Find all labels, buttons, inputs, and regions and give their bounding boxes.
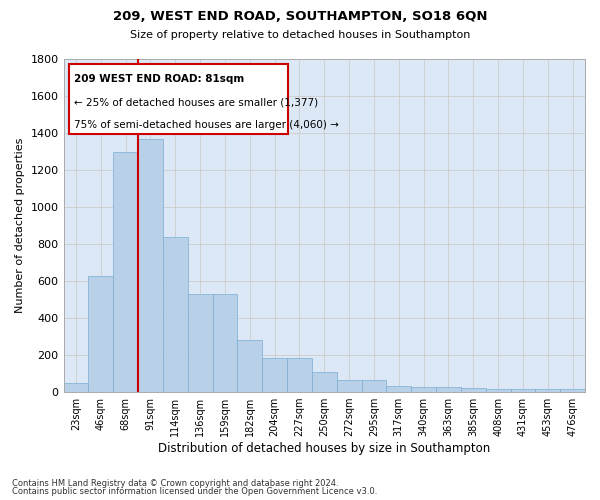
Bar [64,383,88,392]
Bar [461,388,485,392]
Bar [560,390,585,392]
Text: ← 25% of detached houses are smaller (1,377): ← 25% of detached houses are smaller (1,… [74,98,318,108]
Bar [485,390,511,392]
Text: Size of property relative to detached houses in Southampton: Size of property relative to detached ho… [130,30,470,40]
Bar [138,138,163,392]
Bar [212,294,238,392]
Bar [362,380,386,392]
Text: Contains public sector information licensed under the Open Government Licence v3: Contains public sector information licen… [12,487,377,496]
Bar [163,236,188,392]
Text: 75% of semi-detached houses are larger (4,060) →: 75% of semi-detached houses are larger (… [74,120,339,130]
Bar [436,386,461,392]
Bar [386,386,411,392]
Bar [88,276,113,392]
Bar [238,340,262,392]
X-axis label: Distribution of detached houses by size in Southampton: Distribution of detached houses by size … [158,442,490,455]
FancyBboxPatch shape [69,64,288,134]
Bar [411,386,436,392]
Bar [188,294,212,392]
Y-axis label: Number of detached properties: Number of detached properties [15,138,25,313]
Text: 209 WEST END ROAD: 81sqm: 209 WEST END ROAD: 81sqm [74,74,244,85]
Bar [262,358,287,392]
Bar [312,372,337,392]
Bar [337,380,362,392]
Bar [535,390,560,392]
Bar [287,358,312,392]
Bar [113,152,138,392]
Bar [511,390,535,392]
Text: 209, WEST END ROAD, SOUTHAMPTON, SO18 6QN: 209, WEST END ROAD, SOUTHAMPTON, SO18 6Q… [113,10,487,23]
Text: Contains HM Land Registry data © Crown copyright and database right 2024.: Contains HM Land Registry data © Crown c… [12,478,338,488]
